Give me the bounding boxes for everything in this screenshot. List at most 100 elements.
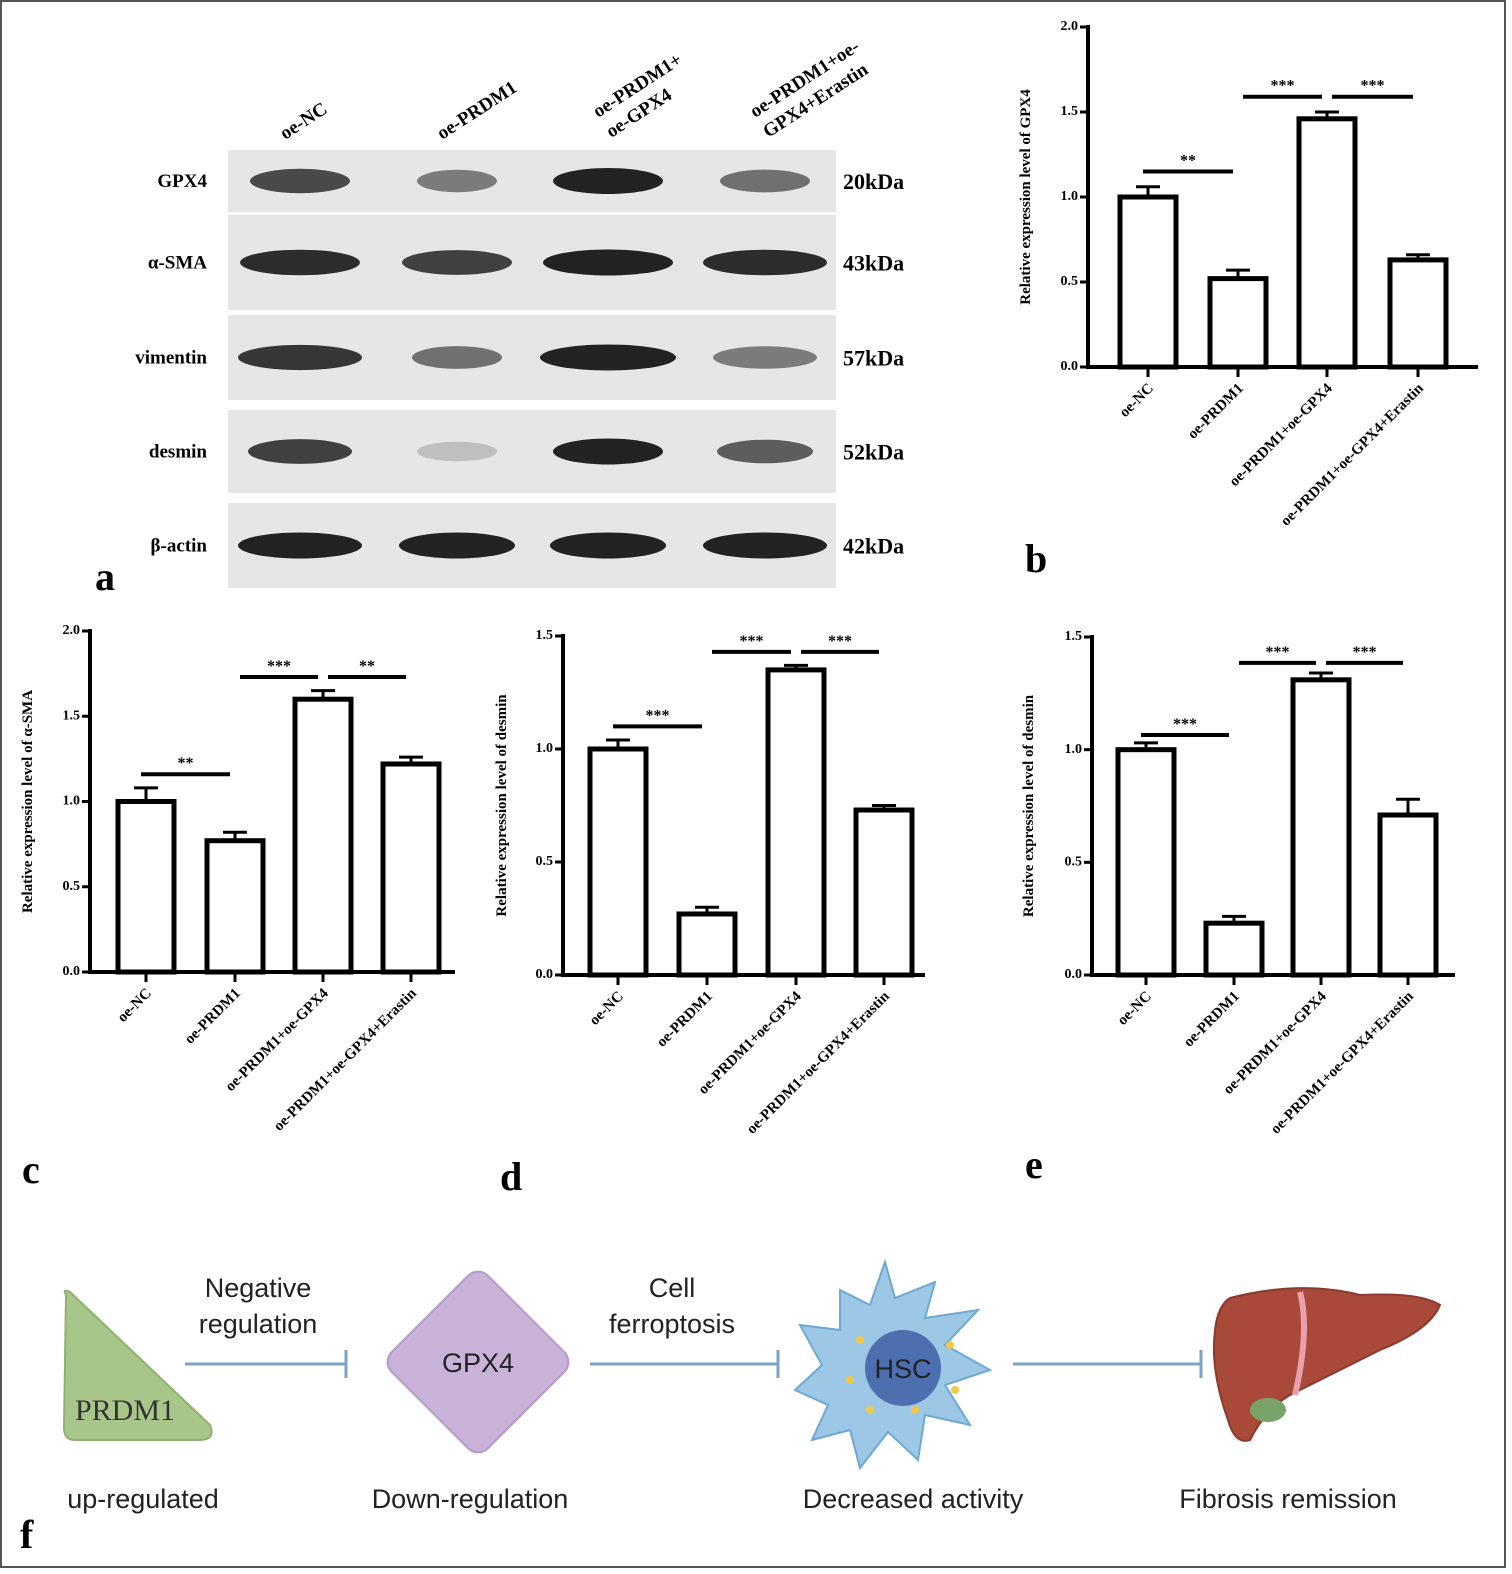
bar [1207, 276, 1269, 370]
y-tick-label: 1.0 [1061, 189, 1079, 204]
y-tick-label: 1.5 [1065, 629, 1083, 644]
size-label: 57kDa [843, 346, 904, 371]
node-label: HSC [874, 1354, 931, 1384]
significance-label: *** [1173, 716, 1197, 733]
y-tick-label: 0.5 [63, 879, 81, 894]
size-label: 20kDa [843, 169, 904, 194]
granule [951, 1386, 959, 1394]
band [417, 169, 497, 193]
panel-letter: c [22, 1147, 40, 1192]
band [553, 438, 663, 465]
bar [1290, 677, 1352, 978]
granule [946, 1341, 954, 1349]
y-tick-label: 0.5 [1061, 274, 1079, 289]
protein-label: desmin [149, 442, 208, 463]
band [550, 532, 666, 559]
node-label: PRDM1 [75, 1394, 175, 1427]
y-axis-label: Relative expression level of α-SMA [20, 690, 36, 913]
hsc-cell [793, 1258, 993, 1471]
band [713, 346, 817, 369]
significance-label: *** [1266, 644, 1290, 661]
size-label: 52kDa [843, 440, 904, 465]
node-caption: Decreased activity [803, 1484, 1024, 1514]
bar [292, 696, 354, 975]
y-tick-label: 1.0 [536, 741, 554, 756]
protein-label: α-SMA [148, 253, 207, 274]
band [412, 346, 502, 369]
bar [1377, 812, 1439, 978]
bar [587, 746, 649, 978]
bar [204, 838, 266, 975]
bar [1387, 257, 1449, 370]
y-tick-label: 1.5 [536, 628, 554, 643]
band [238, 532, 362, 559]
band [238, 344, 362, 371]
granule [911, 1406, 919, 1414]
y-axis-label: Relative expression level of desmin [494, 694, 510, 917]
y-tick-label: 0.0 [536, 967, 554, 982]
panel-letter: a [95, 554, 115, 599]
panel-letter: f [20, 1512, 34, 1557]
panel-letter: b [1025, 536, 1047, 581]
gpx4-shape [386, 1270, 570, 1454]
y-tick-label: 0.5 [1065, 855, 1083, 870]
bar [1115, 747, 1177, 978]
band [540, 344, 676, 371]
band [417, 441, 497, 462]
edge-label: ferroptosis [609, 1309, 735, 1339]
granule [866, 1406, 874, 1414]
y-tick-label: 1.5 [1061, 104, 1079, 119]
bar [853, 807, 915, 978]
protein-label: vimentin [135, 348, 207, 369]
bar [1203, 920, 1265, 978]
significance-label: *** [740, 633, 764, 650]
edge-label: Cell [649, 1273, 696, 1303]
panel-letter: d [500, 1154, 522, 1199]
significance-label: ** [178, 755, 194, 772]
nucleus [865, 1330, 941, 1406]
band [250, 168, 350, 194]
y-axis-label: Relative expression level of GPX4 [1018, 89, 1034, 305]
significance-label: *** [1353, 644, 1377, 661]
node-caption: Fibrosis remission [1179, 1484, 1397, 1514]
y-tick-label: 2.0 [63, 623, 81, 638]
liver [1212, 1287, 1442, 1442]
bar [1296, 116, 1358, 370]
node-caption: up-regulated [67, 1484, 219, 1514]
bar [1117, 194, 1179, 370]
bar [380, 761, 442, 975]
significance-label: *** [646, 707, 670, 724]
significance-label: ** [359, 658, 375, 675]
pathway-diagram [62, 1258, 1442, 1471]
protein-label: β-actin [151, 536, 208, 557]
y-tick-label: 1.0 [1065, 742, 1083, 757]
prdm1-shape [62, 1289, 213, 1441]
significance-label: ** [1180, 153, 1196, 170]
band [543, 249, 673, 276]
significance-label: *** [828, 633, 852, 650]
band [703, 249, 827, 276]
panel-letter: e [1025, 1142, 1043, 1187]
y-tick-label: 1.5 [63, 708, 81, 723]
y-tick-label: 0.0 [63, 964, 81, 979]
bar [676, 911, 738, 978]
y-tick-label: 1.0 [63, 794, 81, 809]
significance-label: *** [1271, 78, 1295, 95]
band [553, 168, 663, 194]
band [720, 169, 810, 193]
bar [115, 799, 177, 975]
y-tick-label: 2.0 [1061, 19, 1079, 34]
band [402, 250, 512, 275]
band [399, 532, 515, 559]
bar [765, 667, 827, 978]
edge-label: Negative [205, 1273, 312, 1303]
band [248, 439, 352, 464]
y-tick-label: 0.0 [1061, 359, 1079, 374]
significance-label: *** [267, 658, 291, 675]
y-tick-label: 0.0 [1065, 967, 1083, 982]
size-label: 43kDa [843, 251, 904, 276]
band [703, 532, 827, 559]
significance-label: *** [1361, 78, 1385, 95]
node-label: GPX4 [442, 1348, 514, 1378]
